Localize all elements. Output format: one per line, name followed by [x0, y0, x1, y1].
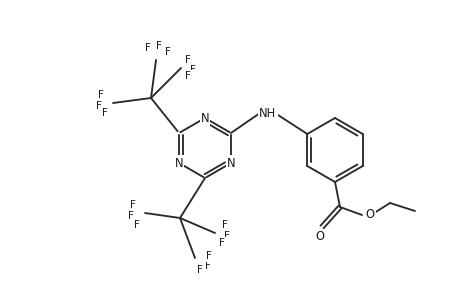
- Text: F: F: [206, 251, 212, 261]
- Text: F: F: [205, 261, 211, 271]
- Text: F: F: [185, 55, 190, 65]
- Text: N: N: [174, 157, 183, 169]
- Text: N: N: [200, 112, 209, 124]
- Text: F: F: [165, 47, 171, 57]
- Text: F: F: [224, 231, 230, 241]
- Text: F: F: [222, 220, 228, 230]
- Text: F: F: [102, 108, 108, 118]
- Text: F: F: [98, 90, 104, 100]
- Text: F: F: [218, 238, 224, 248]
- Text: O: O: [315, 230, 324, 244]
- Text: NH: NH: [259, 106, 276, 119]
- Text: F: F: [134, 220, 140, 230]
- Text: F: F: [96, 101, 102, 111]
- Text: F: F: [145, 43, 151, 53]
- Text: F: F: [185, 71, 190, 81]
- Text: F: F: [190, 65, 196, 75]
- Text: O: O: [365, 208, 374, 221]
- Text: N: N: [226, 157, 235, 169]
- Text: F: F: [130, 200, 136, 210]
- Text: F: F: [156, 41, 162, 51]
- Text: F: F: [128, 211, 134, 221]
- Text: F: F: [196, 265, 202, 275]
